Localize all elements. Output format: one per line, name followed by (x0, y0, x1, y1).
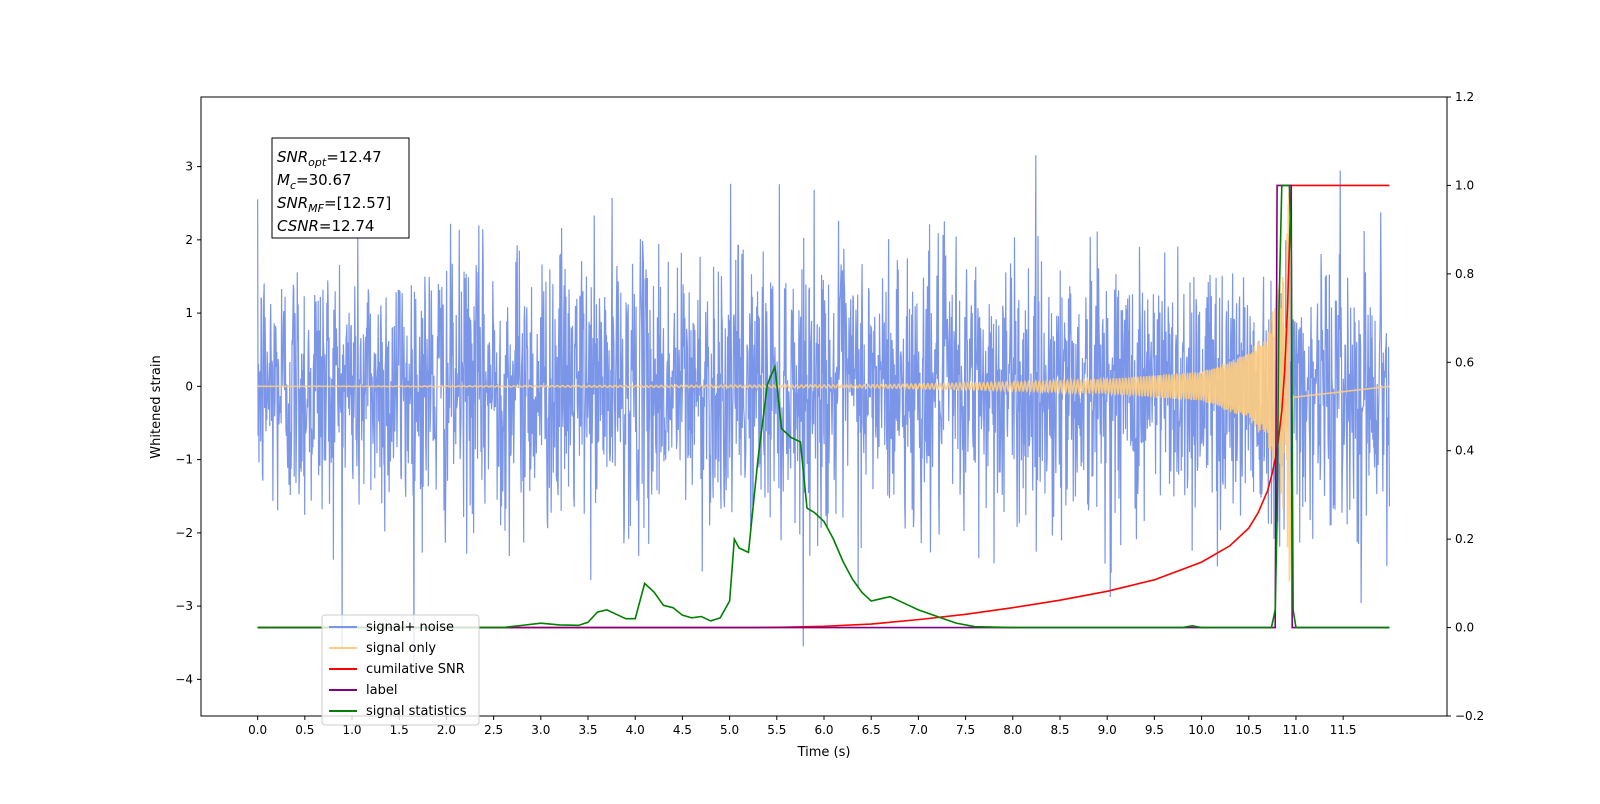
x-tick-label: 8.0 (1003, 723, 1022, 737)
x-tick-label: 11.0 (1283, 723, 1310, 737)
x-tick-label: 5.0 (720, 723, 739, 737)
y-tick-label: 0 (185, 379, 193, 393)
y2-tick-label: 0.4 (1455, 444, 1474, 458)
y2-tick-label: 0.0 (1455, 621, 1474, 635)
y-tick-label: 1 (185, 306, 193, 320)
x-tick-label: 4.5 (673, 723, 692, 737)
y-tick-label: −2 (175, 526, 193, 540)
legend-label-cumilative-snr: cumilative SNR (366, 662, 465, 677)
y2-tick-label: 1.2 (1455, 90, 1474, 104)
legend: signal+ noise signal only cumilative SNR la… (321, 614, 480, 726)
legend-label-signal-noise: signal+ noise (366, 620, 454, 635)
annotation-line: SNRopt=12.47 (277, 148, 382, 169)
x-tick-label: 4.0 (626, 723, 645, 737)
plot-series-layer (257, 155, 1391, 665)
y2-axis-ticks: 1.2 1.0 0.8 0.6 0.4 0.2 0.0 −0.2 (1447, 90, 1484, 723)
y-axis-ticks: 3 2 1 0 −1 −2 −3 −4 (175, 160, 201, 686)
x-tick-label: 7.5 (956, 723, 975, 737)
x-tick-label: 1.0 (342, 723, 361, 737)
y-tick-label: −3 (175, 599, 193, 613)
x-tick-label: 9.5 (1145, 723, 1164, 737)
x-axis-ticks: 0.0 0.5 1.0 1.5 2.0 2.5 3.0 3.5 4.0 4.5 5.0 5.5 6.0 6… (248, 716, 1357, 737)
annotation-line: CSNR=12.74 (277, 217, 374, 235)
annotation-line: Mc=30.67 (277, 171, 352, 192)
x-tick-label: 3.0 (531, 723, 550, 737)
x-tick-label: 7.0 (909, 723, 928, 737)
y2-tick-label: 0.2 (1455, 532, 1474, 546)
legend-label-signal-statistics: signal statistics (366, 704, 467, 719)
x-tick-label: 2.0 (437, 723, 456, 737)
x-tick-label: 6.5 (862, 723, 881, 737)
y-tick-label: −1 (175, 453, 193, 467)
x-tick-label: 6.0 (814, 723, 833, 737)
y2-tick-label: 0.8 (1455, 267, 1474, 281)
x-tick-label: 1.5 (390, 723, 409, 737)
y-tick-label: 3 (185, 160, 193, 174)
x-axis-label: Time (s) (797, 745, 851, 760)
series-line-cumilative-snr (257, 184, 1390, 629)
y2-tick-label: −0.2 (1455, 709, 1484, 723)
series-line-signal-only (257, 193, 1390, 582)
x-tick-label: 9.0 (1098, 723, 1117, 737)
x-tick-label: 11.5 (1330, 723, 1357, 737)
annotation-line: SNRMF=[12.57] (277, 194, 391, 215)
y-axis-label: Whitened strain (149, 355, 164, 458)
legend-label-signal-only: signal only (366, 641, 436, 656)
x-tick-label: 2.5 (484, 723, 503, 737)
annotation-frame (271, 137, 410, 239)
x-tick-label: 10.5 (1235, 723, 1262, 737)
x-tick-label: 3.5 (578, 723, 597, 737)
x-tick-label: 5.5 (767, 723, 786, 737)
x-tick-label: 0.5 (295, 723, 314, 737)
y2-tick-label: 0.6 (1455, 355, 1474, 369)
legend-label-label: label (366, 683, 397, 698)
series-line-signal-statistics (257, 184, 1390, 629)
y-tick-label: 2 (185, 233, 193, 247)
legend-frame (321, 614, 480, 726)
x-tick-label: 8.5 (1050, 723, 1069, 737)
x-tick-label: 10.0 (1188, 723, 1215, 737)
y2-tick-label: 1.0 (1455, 178, 1474, 192)
y-tick-label: −4 (175, 672, 193, 686)
x-tick-label: 0.0 (248, 723, 267, 737)
